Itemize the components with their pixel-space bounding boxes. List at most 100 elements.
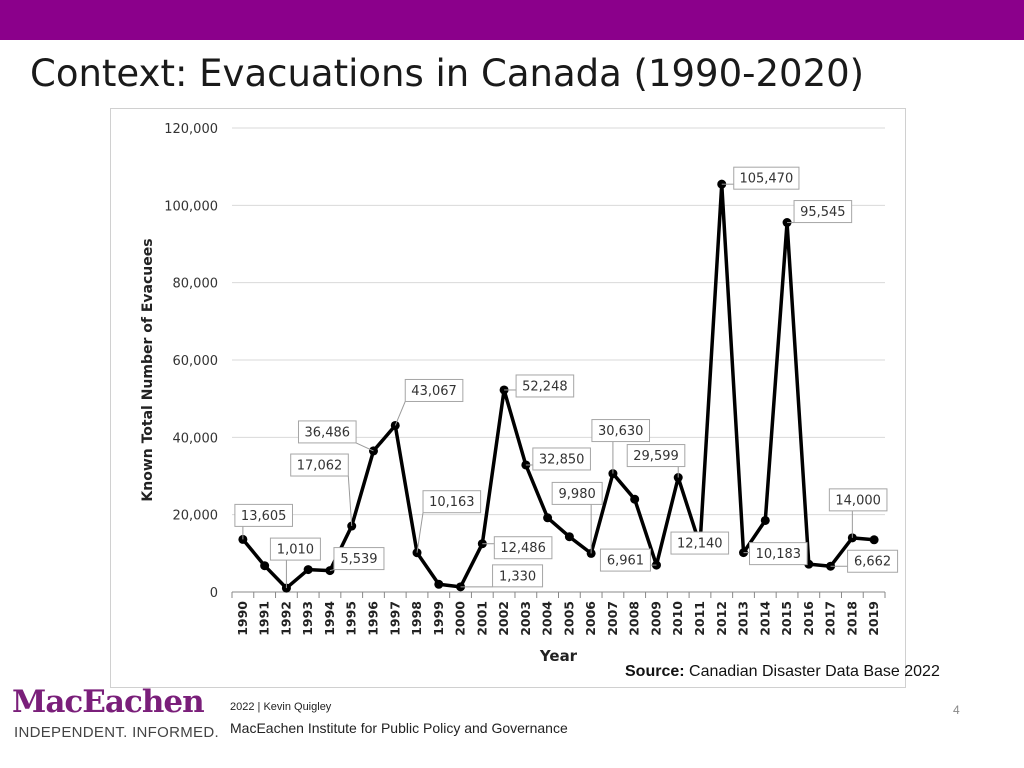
y-tick-label: 60,000 xyxy=(173,354,219,369)
data-label-box xyxy=(749,542,808,566)
x-tick-label: 2018 xyxy=(844,601,859,636)
logo-tagline: INDEPENDENT. INFORMED. xyxy=(14,724,219,741)
x-tick-label: 2008 xyxy=(627,601,642,636)
data-label: 105,470 xyxy=(739,172,793,187)
x-tick-label: 2001 xyxy=(474,601,489,636)
data-label-box xyxy=(532,447,591,471)
data-label-box xyxy=(515,374,575,398)
data-label: 5,539 xyxy=(340,552,377,567)
data-label: 30,630 xyxy=(598,424,644,439)
x-tick-label: 2019 xyxy=(866,601,881,636)
x-tick-label: 2009 xyxy=(648,601,663,636)
data-label-box xyxy=(492,564,544,588)
x-tick-label: 2004 xyxy=(540,601,555,636)
data-label-box xyxy=(847,549,899,573)
callout-leader xyxy=(329,569,335,572)
data-label: 10,183 xyxy=(756,547,802,562)
evacuations-line-chart: 0 20,000 40,000 60,000 80,000 100,000 120,000 1… xyxy=(140,122,899,665)
data-label-box xyxy=(493,536,553,560)
data-point xyxy=(543,513,553,523)
source-note: Source: Canadian Disaster Data Base 2022 xyxy=(625,663,940,681)
x-tick-label: 2014 xyxy=(757,601,772,636)
x-tick-label: 2017 xyxy=(823,601,838,636)
data-label: 29,599 xyxy=(633,449,679,464)
data-point xyxy=(869,535,879,545)
data-label: 52,248 xyxy=(522,379,568,394)
callout-leader xyxy=(347,475,353,527)
callout-leader xyxy=(394,401,406,426)
data-label-box xyxy=(670,531,730,555)
data-point xyxy=(847,533,857,543)
data-label: 43,067 xyxy=(411,384,457,399)
y-axis-title: Known Total Number of Evacuees xyxy=(140,238,156,501)
data-point xyxy=(630,494,640,504)
x-tick-label: 2006 xyxy=(583,601,598,636)
data-label: 95,545 xyxy=(800,205,846,220)
x-tick-label: 2002 xyxy=(496,601,511,636)
data-label-box xyxy=(297,420,357,444)
data-point xyxy=(347,521,357,531)
slide-title: Context: Evacuations in Canada (1990-202… xyxy=(30,52,865,95)
y-tick-label: 20,000 xyxy=(173,509,219,524)
data-label-box xyxy=(828,488,888,512)
data-label-box xyxy=(290,453,349,477)
source-label: Source: xyxy=(625,663,685,680)
data-label-box xyxy=(269,537,321,561)
y-tick-label: 120,000 xyxy=(164,122,218,137)
data-label-box xyxy=(234,503,293,527)
data-label: 6,961 xyxy=(607,554,644,569)
maceachen-logo: MacEachen xyxy=(12,684,205,720)
x-tick-label: 1994 xyxy=(322,601,337,636)
x-tick-label: 2010 xyxy=(670,601,685,636)
data-label: 1,330 xyxy=(499,569,536,584)
data-label-box xyxy=(422,490,482,514)
data-label-box xyxy=(733,166,800,190)
callout-leader xyxy=(416,512,424,553)
data-point xyxy=(434,579,444,589)
x-tick-label: 1992 xyxy=(278,601,293,636)
data-label-box xyxy=(551,481,603,505)
y-tick-label: 100,000 xyxy=(164,199,218,214)
series-line xyxy=(241,182,875,590)
x-tick-label: 1999 xyxy=(431,601,446,636)
x-tick-label: 1991 xyxy=(257,601,272,636)
x-tick-label: 2007 xyxy=(605,601,620,636)
x-tick-label: 2016 xyxy=(801,601,816,636)
data-label-box xyxy=(404,378,464,402)
x-tick-label: 1996 xyxy=(365,601,380,636)
data-label: 9,980 xyxy=(559,487,596,502)
x-tick-label: 2013 xyxy=(736,601,751,636)
x-tick-label: 1998 xyxy=(409,601,424,636)
data-label: 13,605 xyxy=(241,509,287,524)
callout-leader xyxy=(355,442,374,452)
header-bar xyxy=(0,0,1024,40)
data-label-box xyxy=(591,419,651,443)
x-tick-label: 2000 xyxy=(453,601,468,636)
data-point xyxy=(260,561,270,571)
data-point xyxy=(564,532,574,542)
data-label-box xyxy=(333,547,385,571)
data-point xyxy=(238,534,248,544)
y-tick-label: 0 xyxy=(210,586,218,601)
y-tick-label: 40,000 xyxy=(173,431,219,446)
data-point xyxy=(760,515,770,525)
x-axis-title: Year xyxy=(539,647,578,665)
y-tick-label: 80,000 xyxy=(173,277,219,292)
data-label: 17,062 xyxy=(297,459,343,474)
data-label: 10,163 xyxy=(429,495,475,510)
data-label: 12,486 xyxy=(500,541,546,556)
data-label: 32,850 xyxy=(539,452,585,467)
data-label-box xyxy=(626,444,686,468)
page-number: 4 xyxy=(953,703,960,717)
x-tick-label: 2015 xyxy=(779,601,794,636)
data-label-box xyxy=(599,548,651,572)
data-label-box xyxy=(793,200,853,224)
x-tick-label: 1993 xyxy=(300,601,315,636)
x-tick-label: 2005 xyxy=(561,601,576,636)
x-tick-label: 1990 xyxy=(235,601,250,636)
footer-author-year: 2022 | Kevin Quigley xyxy=(230,701,332,713)
data-label: 14,000 xyxy=(835,493,881,508)
data-label: 12,140 xyxy=(677,537,723,552)
x-tick-label: 1995 xyxy=(344,601,359,636)
chart-frame xyxy=(110,108,906,688)
